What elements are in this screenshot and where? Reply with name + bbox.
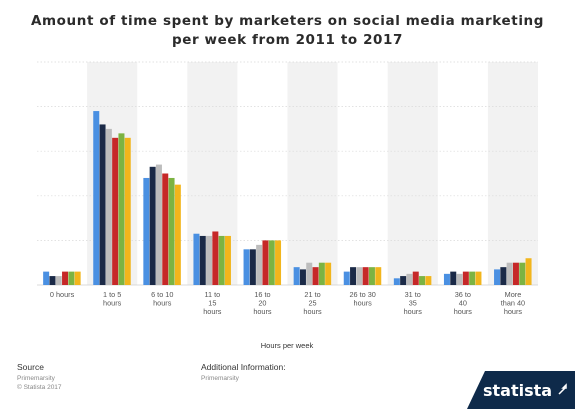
bar[interactable] <box>112 137 119 285</box>
bars <box>43 111 532 286</box>
bar[interactable] <box>469 271 476 285</box>
source-line-2: © Statista 2017 <box>17 384 62 391</box>
additional-info-line-1: Primemarsity <box>201 375 239 382</box>
bar[interactable] <box>268 240 275 285</box>
bar[interactable] <box>74 271 81 285</box>
x-axis-label: Hours per week <box>261 341 314 350</box>
x-tick-label: 1 to 5 hours <box>103 290 122 308</box>
bar[interactable] <box>206 235 213 285</box>
bar[interactable] <box>256 244 263 285</box>
bar[interactable] <box>306 262 313 285</box>
footer-additional-info: Additional Information: Primemarsity <box>201 362 286 383</box>
chart-title: Amount of time spent by marketers on soc… <box>0 12 575 50</box>
x-tick-label: 0 hours <box>50 290 75 299</box>
chart-title-line-1: Amount of time spent by marketers on soc… <box>30 13 545 29</box>
bar[interactable] <box>199 235 206 285</box>
statista-logo[interactable]: statista <box>467 371 575 409</box>
chart-title-line-2: per week from 2011 to 2017 <box>171 32 404 48</box>
bar[interactable] <box>168 177 175 285</box>
bar[interactable] <box>49 276 56 285</box>
x-tick-label: 16 to 20 hours <box>253 290 272 316</box>
bar[interactable] <box>262 240 269 285</box>
statista-logo-text: statista <box>483 381 552 400</box>
bar[interactable] <box>400 276 407 285</box>
bar[interactable] <box>393 278 400 285</box>
category-band <box>287 62 338 285</box>
bar[interactable] <box>450 271 457 285</box>
bar[interactable] <box>299 269 306 285</box>
bar[interactable] <box>43 271 50 285</box>
footer-source: Source Primemarsity © Statista 2017 <box>17 362 62 392</box>
bar-chart: 0 hours 1 to 5 hours 6 to 10 hours 11 to 15 hou… <box>37 61 538 350</box>
bar[interactable] <box>494 269 501 285</box>
x-tick-label: 11 to 15 hours <box>203 290 222 316</box>
bar[interactable] <box>174 184 181 285</box>
statista-logo-mark-icon <box>558 383 567 395</box>
source-label: Source <box>17 362 44 372</box>
bar[interactable] <box>456 273 463 285</box>
category-bands <box>87 62 538 285</box>
bar[interactable] <box>243 249 250 285</box>
x-tick-label: 31 to 35 hours <box>404 290 423 316</box>
bar[interactable] <box>325 262 332 285</box>
bar[interactable] <box>443 273 450 285</box>
bar[interactable] <box>525 258 532 285</box>
bar[interactable] <box>193 233 200 285</box>
bar[interactable] <box>512 262 519 285</box>
bar[interactable] <box>406 273 413 285</box>
bar[interactable] <box>68 271 75 285</box>
bar[interactable] <box>375 267 382 285</box>
bar[interactable] <box>500 267 507 285</box>
bar[interactable] <box>224 235 231 285</box>
bar[interactable] <box>519 262 526 285</box>
bar[interactable] <box>462 271 469 285</box>
bar[interactable] <box>318 262 325 285</box>
bar[interactable] <box>293 267 300 285</box>
bar[interactable] <box>218 235 225 285</box>
bar[interactable] <box>143 177 150 285</box>
category-band <box>387 62 438 285</box>
bar[interactable] <box>475 271 482 285</box>
bar[interactable] <box>350 267 357 285</box>
bar[interactable] <box>275 240 282 285</box>
bar[interactable] <box>118 133 125 285</box>
bar[interactable] <box>356 267 363 285</box>
bar[interactable] <box>124 137 131 285</box>
x-tick-label: 6 to 10 hours <box>151 290 173 308</box>
category-band <box>487 62 538 285</box>
bar[interactable] <box>162 173 169 286</box>
bar[interactable] <box>99 124 106 285</box>
bar[interactable] <box>62 271 69 285</box>
bar[interactable] <box>149 166 156 285</box>
bar[interactable] <box>362 267 369 285</box>
bar[interactable] <box>249 249 256 285</box>
x-tick-labels: 0 hours 1 to 5 hours 6 to 10 hours 11 to 15 hou… <box>50 290 525 316</box>
bar[interactable] <box>93 111 100 285</box>
bar[interactable] <box>55 276 62 285</box>
bar[interactable] <box>506 262 513 285</box>
x-tick-label: 26 to 30 hours <box>349 290 375 308</box>
bar[interactable] <box>368 267 375 285</box>
x-tick-label: 36 to 40 hours <box>454 290 473 316</box>
bar[interactable] <box>312 267 319 285</box>
bar[interactable] <box>343 271 350 285</box>
bar[interactable] <box>412 271 419 285</box>
source-line-1: Primemarsity <box>17 375 55 382</box>
bar[interactable] <box>419 276 426 285</box>
x-tick-label: More than 40 hours <box>501 290 525 316</box>
additional-info-label: Additional Information: <box>201 362 286 372</box>
x-tick-label: 21 to 25 hours <box>303 290 322 316</box>
bar[interactable] <box>105 128 112 285</box>
bar[interactable] <box>425 276 432 285</box>
bar[interactable] <box>155 164 162 285</box>
bar[interactable] <box>212 231 219 285</box>
